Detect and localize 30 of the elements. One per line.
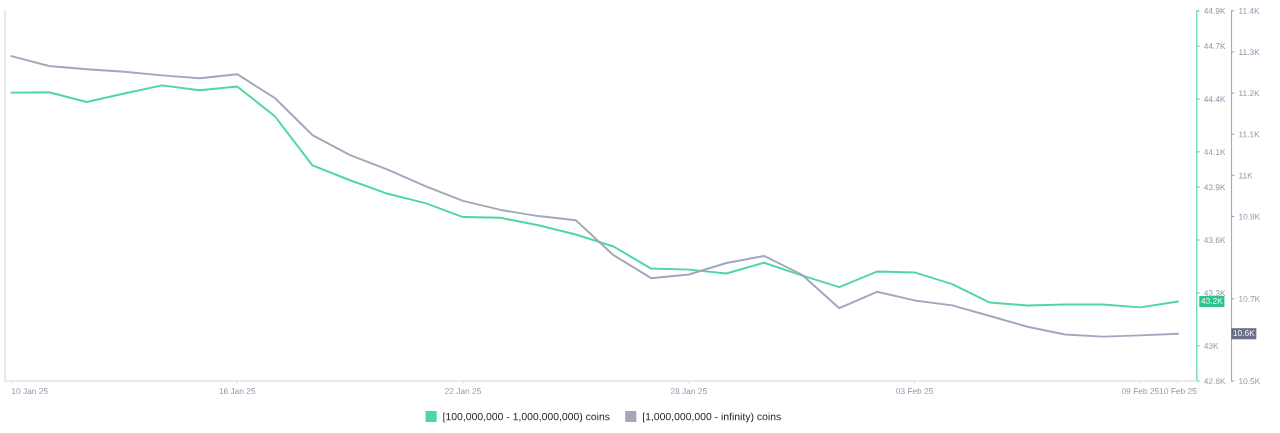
legend-label: [100,000,000 - 1,000,000,000) coins [443, 412, 610, 423]
x-tick-label: 16 Jan 25 [219, 388, 256, 395]
text: 10.6K [1233, 330, 1255, 336]
line-series [10, 55, 1179, 338]
text: 43.2K [1201, 297, 1223, 304]
y-tick-label: 44.4K [1203, 96, 1226, 102]
x-tick-label: 10 Jan 25 [12, 388, 48, 395]
y2-tick-label: 11.1K [1239, 131, 1260, 138]
x-tick-label: 22 Jan 25 [445, 388, 481, 395]
x-tick-label: 03 Feb 25 [896, 387, 933, 395]
y2-tick-label: 11.4K [1239, 8, 1260, 14]
y-tick-label: 42.8K [1203, 378, 1226, 385]
x-tick-label: 10 Feb 25 [1159, 387, 1197, 395]
y2-tick-label: 10.7K [1239, 295, 1261, 302]
y2-tick-label: 11.2K [1239, 90, 1260, 97]
y-tick-label: 43.3K [1203, 290, 1226, 296]
x-tick-label: 09 Feb 25 [1121, 387, 1159, 395]
y2-tick-label: 10.5K [1239, 378, 1261, 385]
y-tick-label: 43.9K [1203, 184, 1226, 191]
y-tick-label: 44.7K [1203, 43, 1226, 50]
y-tick-label: 43.6K [1203, 237, 1226, 244]
x-tick-label: 28 Jan 25 [670, 388, 707, 395]
y-tick-label: 43K [1203, 342, 1219, 349]
y2-tick-label: 10.9K [1239, 213, 1261, 220]
line-series [10, 84, 1179, 309]
y2-tick-label: 11K [1239, 172, 1253, 179]
legend-label: [1,000,000,000 - infinity) coins [642, 412, 781, 423]
y-tick-label: 44.9K [1203, 8, 1226, 14]
y-tick-label: 44.1K [1203, 149, 1226, 155]
y2-tick-label: 11.3K [1239, 49, 1260, 56]
